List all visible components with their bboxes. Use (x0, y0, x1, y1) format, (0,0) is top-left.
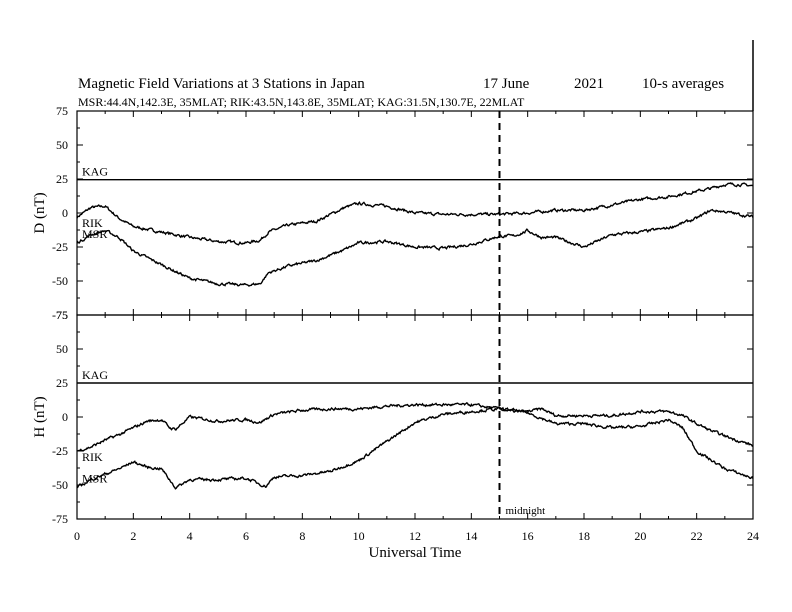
x-axis-title: Universal Time (369, 545, 462, 561)
y-axis-title: H (nT) (32, 396, 48, 437)
chart-year: 2021 (574, 76, 604, 92)
panel-frame (76, 314, 754, 520)
series-label-kag: KAG (82, 165, 108, 179)
y-tick-label: 50 (56, 138, 68, 152)
x-tick-label: 14 (465, 529, 477, 543)
series-line-rik (76, 182, 754, 246)
y-tick-label: -50 (52, 478, 68, 492)
chart-subtitle: MSR:44.4N,142.3E, 35MLAT; RIK:43.5N,143.… (78, 95, 525, 109)
x-tick-label: 8 (299, 529, 305, 543)
y-tick-label: -25 (52, 240, 68, 254)
series-line-rik (77, 402, 754, 452)
x-tick-label: 2 (130, 529, 136, 543)
x-tick-label: 6 (243, 529, 249, 543)
x-tick-label: 4 (187, 529, 193, 543)
y-tick-label: -50 (52, 274, 68, 288)
series-label-msr: MSR (82, 227, 107, 241)
y-tick-label: -75 (52, 308, 68, 322)
y-axis-title: D (nT) (32, 192, 48, 233)
x-tick-label: 22 (691, 529, 703, 543)
x-tick-label: 12 (409, 529, 421, 543)
y-tick-label: -25 (52, 444, 68, 458)
chart-date: 17 June (483, 76, 530, 92)
chart-title: Magnetic Field Variations at 3 Stations … (78, 76, 365, 92)
x-tick-label: 10 (353, 529, 365, 543)
midnight-label: midnight (506, 505, 546, 517)
y-tick-label: 75 (56, 104, 68, 118)
series-label-kag: KAG (82, 368, 108, 382)
y-tick-label: -75 (52, 512, 68, 526)
x-tick-label: 18 (578, 529, 590, 543)
x-tick-label: 24 (747, 529, 759, 543)
y-tick-label: 25 (56, 376, 68, 390)
y-tick-label: 0 (62, 206, 68, 220)
series-line-msr (76, 406, 754, 490)
x-tick-label: 20 (634, 529, 646, 543)
series-line-msr (76, 208, 754, 288)
y-tick-label: 0 (62, 410, 68, 424)
y-tick-label: 50 (56, 342, 68, 356)
chart-averaging: 10-s averages (642, 76, 724, 92)
series-label-msr: MSR (82, 472, 107, 486)
x-tick-label: 0 (74, 529, 80, 543)
series-label-rik: RIK (82, 450, 103, 464)
series-label-rik: RIK (82, 216, 103, 230)
y-tick-label: 75 (56, 308, 68, 322)
x-tick-label: 16 (522, 529, 534, 543)
y-tick-label: 25 (56, 172, 68, 186)
